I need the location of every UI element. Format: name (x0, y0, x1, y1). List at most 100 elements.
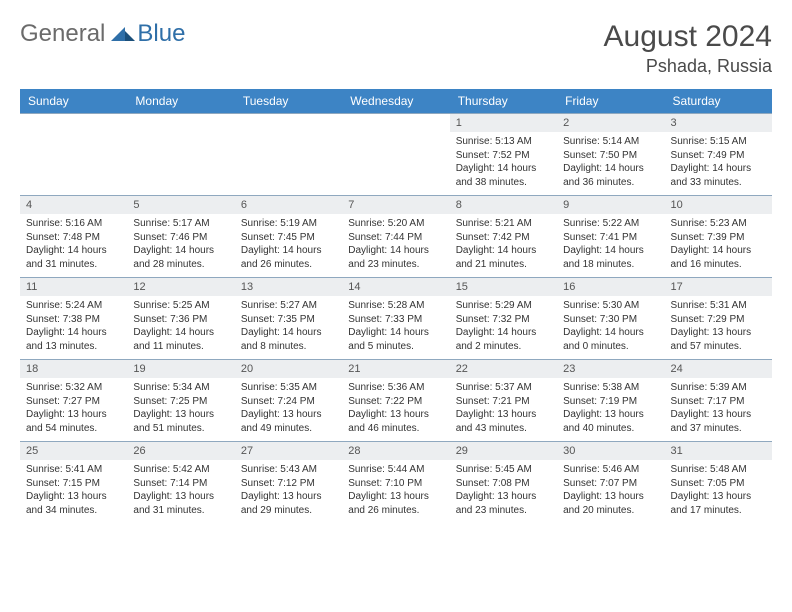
sunset-text: Sunset: 7:39 PM (671, 231, 766, 245)
sunrise-text: Sunrise: 5:45 AM (456, 463, 551, 477)
sunrise-text: Sunrise: 5:38 AM (563, 381, 658, 395)
day-content-cell (127, 132, 234, 196)
daylight-text: Daylight: 13 hours and 29 minutes. (241, 490, 336, 517)
daylight-text: Daylight: 14 hours and 5 minutes. (348, 326, 443, 353)
daylight-text: Daylight: 14 hours and 26 minutes. (241, 244, 336, 271)
day-content-cell: Sunrise: 5:19 AMSunset: 7:45 PMDaylight:… (235, 214, 342, 278)
daylight-text: Daylight: 13 hours and 31 minutes. (133, 490, 228, 517)
daylight-text: Daylight: 13 hours and 57 minutes. (671, 326, 766, 353)
daylight-text: Daylight: 14 hours and 28 minutes. (133, 244, 228, 271)
daylight-text: Daylight: 13 hours and 46 minutes. (348, 408, 443, 435)
sunrise-text: Sunrise: 5:21 AM (456, 217, 551, 231)
sunset-text: Sunset: 7:33 PM (348, 313, 443, 327)
day-content-cell: Sunrise: 5:41 AMSunset: 7:15 PMDaylight:… (20, 460, 127, 523)
daylight-text: Daylight: 13 hours and 54 minutes. (26, 408, 121, 435)
content-row: Sunrise: 5:13 AMSunset: 7:52 PMDaylight:… (20, 132, 772, 196)
day-number-cell: 7 (342, 196, 449, 215)
sunrise-text: Sunrise: 5:43 AM (241, 463, 336, 477)
sunset-text: Sunset: 7:19 PM (563, 395, 658, 409)
day-content-cell: Sunrise: 5:39 AMSunset: 7:17 PMDaylight:… (665, 378, 772, 442)
day-number-cell: 14 (342, 278, 449, 297)
daylight-text: Daylight: 14 hours and 2 minutes. (456, 326, 551, 353)
daylight-text: Daylight: 14 hours and 11 minutes. (133, 326, 228, 353)
daylight-text: Daylight: 14 hours and 8 minutes. (241, 326, 336, 353)
content-row: Sunrise: 5:16 AMSunset: 7:48 PM Daylight:… (20, 214, 772, 278)
daylight-text: Daylight: 13 hours and 17 minutes. (671, 490, 766, 517)
daylight-text: Daylight: 13 hours and 20 minutes. (563, 490, 658, 517)
sunrise-text: Sunrise: 5:13 AM (456, 135, 551, 149)
day-number-cell (20, 114, 127, 133)
weekday-header: Friday (557, 89, 664, 114)
day-number-cell: 15 (450, 278, 557, 297)
day-number-cell: 9 (557, 196, 664, 215)
day-content-cell (342, 132, 449, 196)
sunrise-text: Sunrise: 5:23 AM (671, 217, 766, 231)
day-number-cell: 10 (665, 196, 772, 215)
day-number-cell (127, 114, 234, 133)
daylight-text: Daylight: 14 hours and 18 minutes. (563, 244, 658, 271)
day-number-cell (235, 114, 342, 133)
day-content-cell: Sunrise: 5:34 AMSunset: 7:25 PMDaylight:… (127, 378, 234, 442)
weekday-header: Monday (127, 89, 234, 114)
day-number-cell: 5 (127, 196, 234, 215)
sunrise-text: Sunrise: 5:25 AM (133, 299, 228, 313)
day-content-cell: Sunrise: 5:42 AMSunset: 7:14 PMDaylight:… (127, 460, 234, 523)
day-number-cell: 11 (20, 278, 127, 297)
sunset-text: Sunset: 7:52 PM (456, 149, 551, 163)
day-number-cell: 19 (127, 360, 234, 379)
sunrise-text: Sunrise: 5:22 AM (563, 217, 658, 231)
day-content-cell: Sunrise: 5:35 AMSunset: 7:24 PMDaylight:… (235, 378, 342, 442)
day-content-cell: Sunrise: 5:37 AMSunset: 7:21 PMDaylight:… (450, 378, 557, 442)
daylight-text: Daylight: 14 hours and 36 minutes. (563, 162, 658, 189)
sunrise-text: Sunrise: 5:39 AM (671, 381, 766, 395)
sunrise-text: Sunrise: 5:19 AM (241, 217, 336, 231)
sunset-text: Sunset: 7:30 PM (563, 313, 658, 327)
sunrise-text: Sunrise: 5:16 AM (26, 217, 121, 231)
sunrise-text: Sunrise: 5:24 AM (26, 299, 121, 313)
day-content-cell: Sunrise: 5:22 AMSunset: 7:41 PMDaylight:… (557, 214, 664, 278)
daylight-text: Daylight: 14 hours and 33 minutes. (671, 162, 766, 189)
day-content-cell: Sunrise: 5:27 AMSunset: 7:35 PMDaylight:… (235, 296, 342, 360)
sunrise-text: Sunrise: 5:48 AM (671, 463, 766, 477)
day-number-cell: 18 (20, 360, 127, 379)
daylight-text: Daylight: 14 hours and 13 minutes. (26, 326, 121, 353)
calendar-table: Sunday Monday Tuesday Wednesday Thursday… (20, 89, 772, 523)
sunset-text: Sunset: 7:41 PM (563, 231, 658, 245)
day-number-cell: 6 (235, 196, 342, 215)
day-number-cell: 20 (235, 360, 342, 379)
day-content-cell: Sunrise: 5:36 AMSunset: 7:22 PMDaylight:… (342, 378, 449, 442)
sunset-text: Sunset: 7:29 PM (671, 313, 766, 327)
sunset-text: Sunset: 7:50 PM (563, 149, 658, 163)
daynum-row: 11121314151617 (20, 278, 772, 297)
day-number-cell: 13 (235, 278, 342, 297)
sunset-text: Sunset: 7:42 PM (456, 231, 551, 245)
day-content-cell: Sunrise: 5:44 AMSunset: 7:10 PMDaylight:… (342, 460, 449, 523)
header: General Blue August 2024 Pshada, Russia (20, 20, 772, 77)
day-content-cell: Sunrise: 5:14 AMSunset: 7:50 PMDaylight:… (557, 132, 664, 196)
daynum-row: 18192021222324 (20, 360, 772, 379)
daynum-row: 123 (20, 114, 772, 133)
weekday-header: Thursday (450, 89, 557, 114)
sunset-text: Sunset: 7:38 PM (26, 313, 121, 327)
sunset-text: Sunset: 7:48 PM (26, 231, 121, 245)
day-number-cell: 21 (342, 360, 449, 379)
sunrise-text: Sunrise: 5:34 AM (133, 381, 228, 395)
sunset-text: Sunset: 7:05 PM (671, 477, 766, 491)
daylight-text: Daylight: 13 hours and 37 minutes. (671, 408, 766, 435)
day-content-cell: Sunrise: 5:23 AMSunset: 7:39 PMDaylight:… (665, 214, 772, 278)
daylight-text: Daylight: 14 hours and 38 minutes. (456, 162, 551, 189)
sunset-text: Sunset: 7:27 PM (26, 395, 121, 409)
day-content-cell: Sunrise: 5:32 AMSunset: 7:27 PMDaylight:… (20, 378, 127, 442)
sunset-text: Sunset: 7:25 PM (133, 395, 228, 409)
day-content-cell: Sunrise: 5:38 AMSunset: 7:19 PMDaylight:… (557, 378, 664, 442)
day-content-cell (235, 132, 342, 196)
day-number-cell: 1 (450, 114, 557, 133)
calendar-page: General Blue August 2024 Pshada, Russia … (0, 0, 792, 533)
day-content-cell (20, 132, 127, 196)
sunset-text: Sunset: 7:36 PM (133, 313, 228, 327)
day-number-cell: 25 (20, 442, 127, 461)
logo-mark-icon (111, 23, 135, 46)
day-content-cell: Sunrise: 5:21 AMSunset: 7:42 PMDaylight:… (450, 214, 557, 278)
daylight-text: Daylight: 13 hours and 26 minutes. (348, 490, 443, 517)
day-number-cell: 29 (450, 442, 557, 461)
